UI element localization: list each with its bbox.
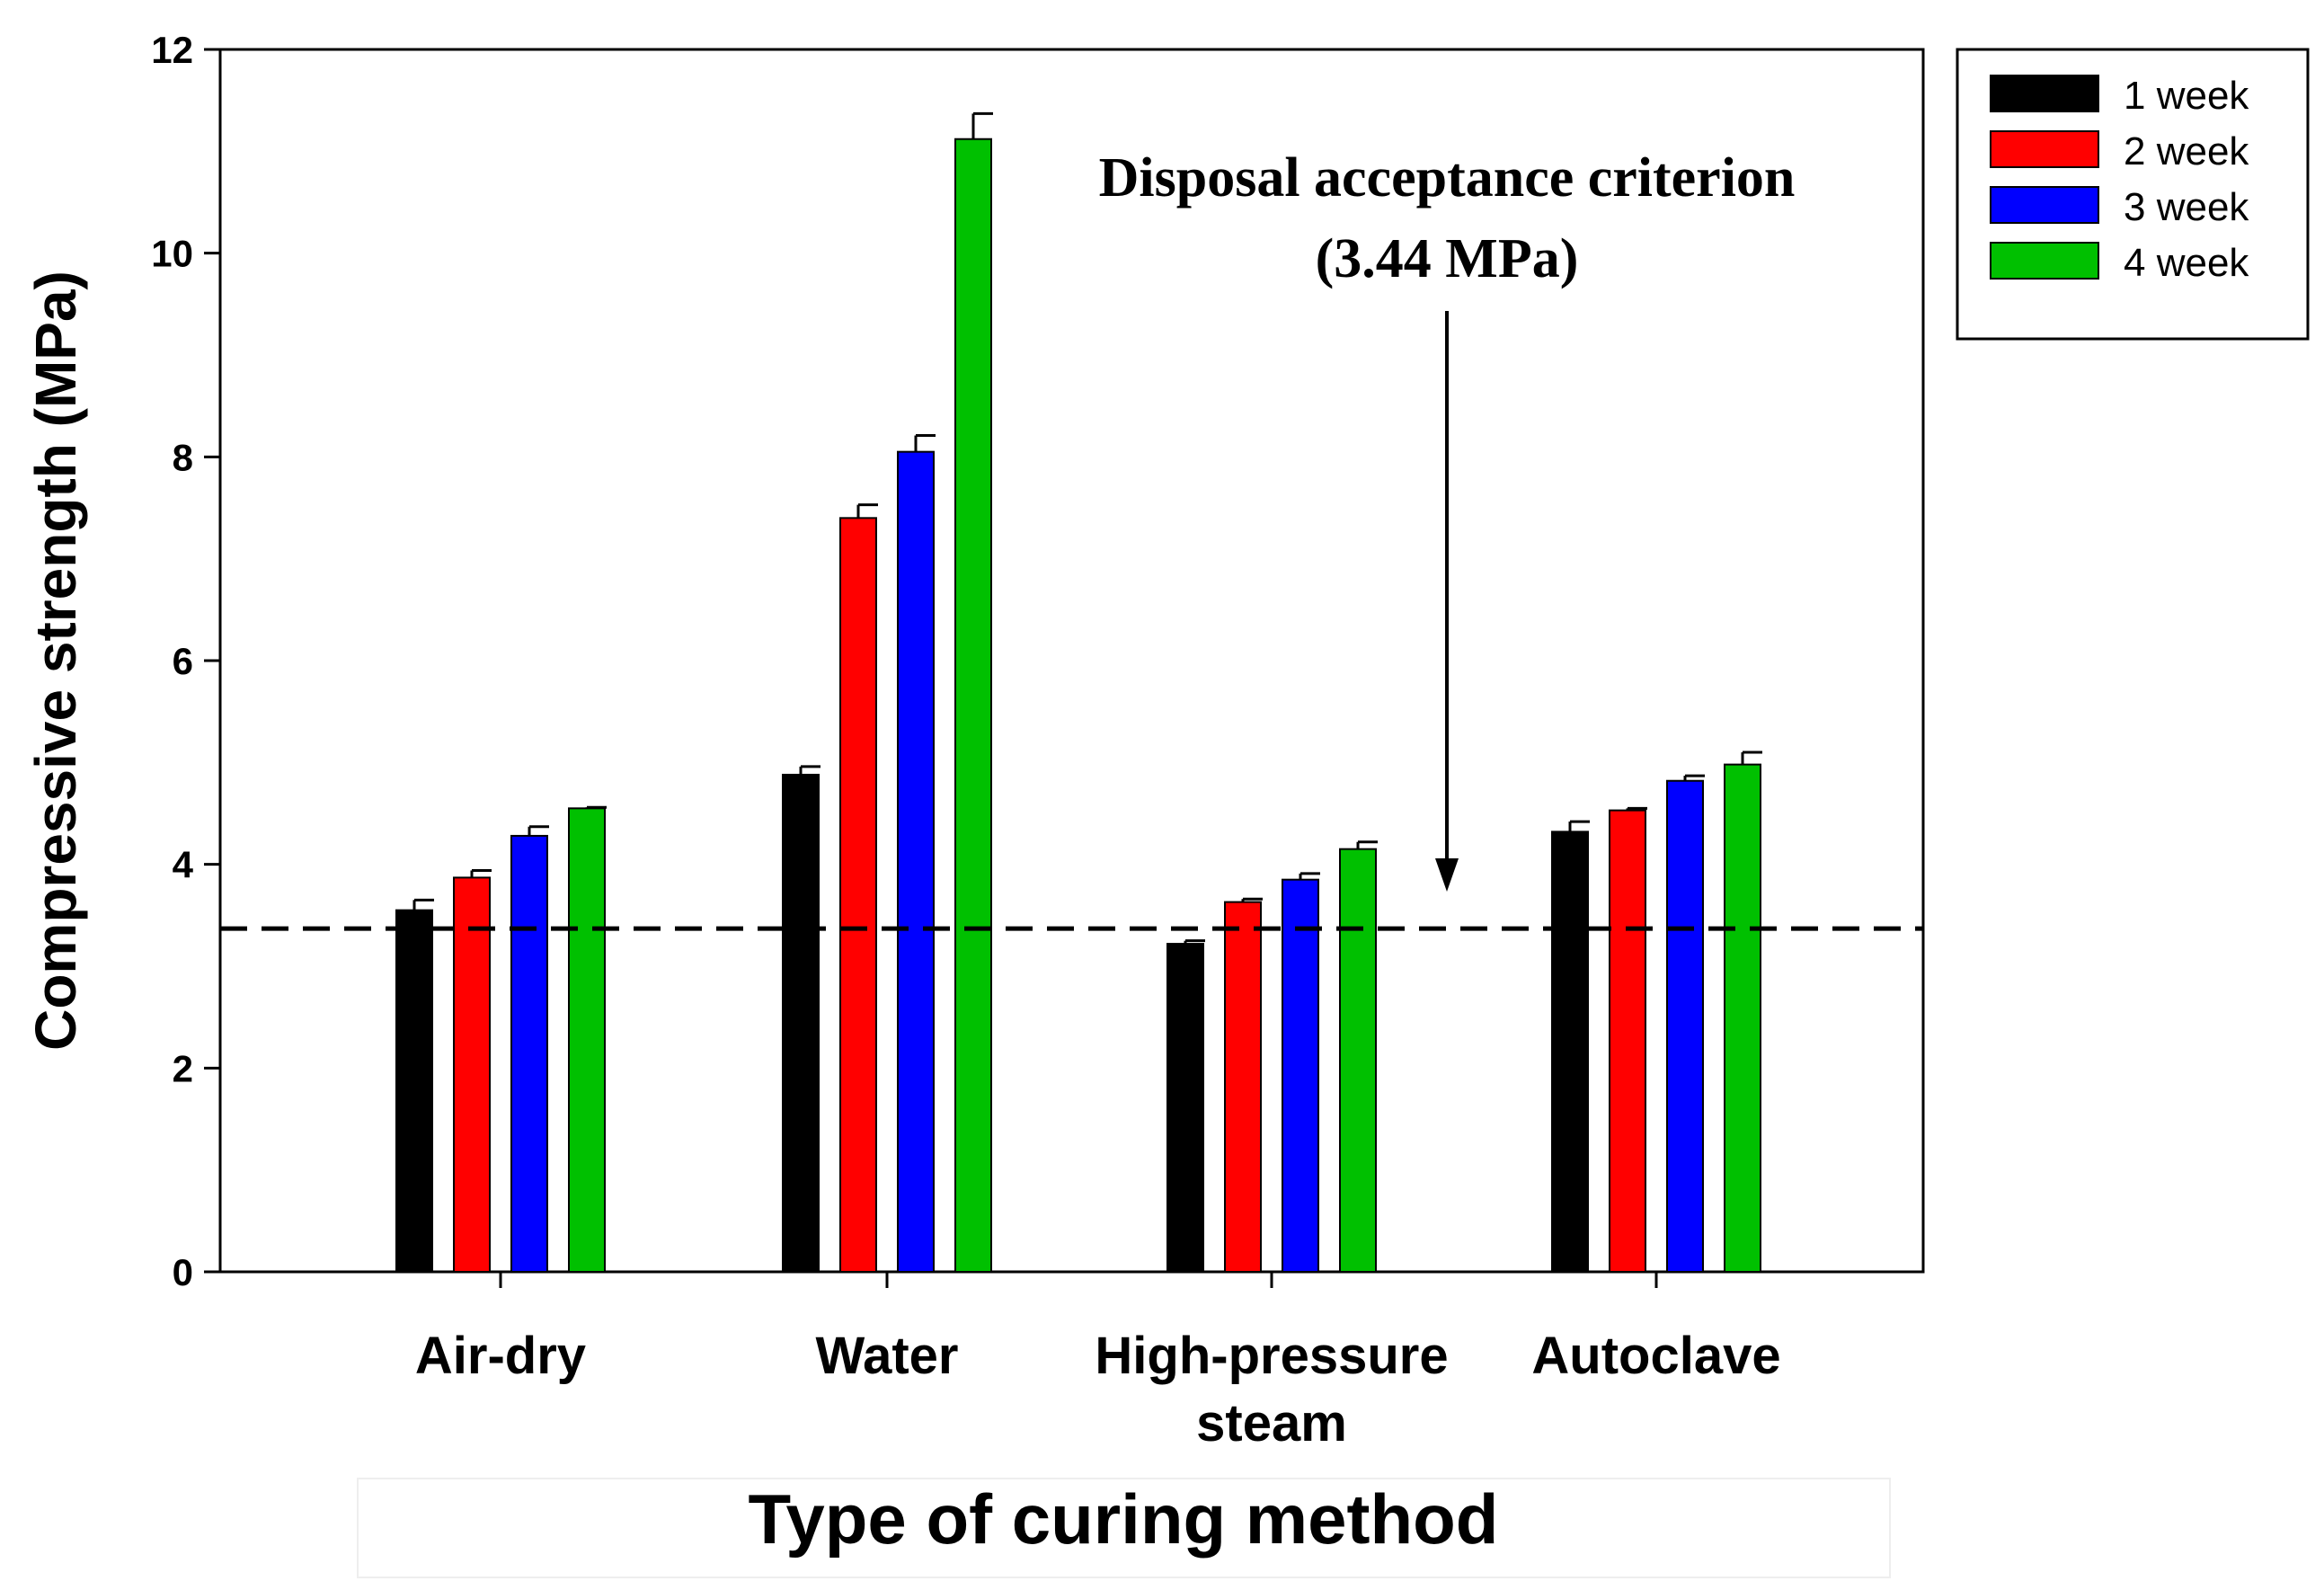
legend-label: 3 week [2124,185,2249,229]
x-axis: Air-dry Water High-pressure steam Autoclave [415,1272,1781,1452]
x-tick-label: Air-dry [415,1327,586,1385]
y-tick-label: 6 [173,640,193,682]
bars-layer [395,111,1762,1274]
x-tick-label: Water [816,1327,959,1385]
bar-3-week [1282,878,1319,1274]
legend-swatch [1990,186,2099,224]
y-axis: 0 2 4 6 8 10 12 [151,29,220,1293]
y-tick-label: 4 [173,844,194,886]
bar-2-week [839,517,877,1273]
x-tick-label: steam [1196,1394,1347,1452]
bar-2-week [453,876,491,1274]
bar-3-week [510,834,548,1274]
bar-1-week [1166,943,1204,1273]
y-tick-label: 8 [173,436,193,478]
annotation-line2: (3.44 MPa) [1316,228,1579,289]
bar-4-week [568,807,606,1273]
x-axis-title: Type of curing method [749,1479,1499,1559]
y-tick-label: 12 [151,29,193,71]
legend-swatch [1990,242,2099,280]
bar-1-week [395,909,433,1274]
y-axis-title: Compressive strength (MPa) [23,271,88,1051]
bar-3-week [897,450,935,1273]
bar-4-week [954,138,992,1274]
annotation-arrow-head [1435,858,1459,892]
legend-label: 2 week [2124,129,2249,173]
y-tick-label: 2 [173,1047,193,1089]
bar-2-week [1609,809,1646,1273]
legend-swatch [1990,130,2099,168]
x-tick-label: Autoclave [1531,1327,1780,1385]
bar-1-week [782,773,820,1273]
bar-3-week [1666,779,1704,1273]
bar-4-week [1724,763,1761,1273]
y-tick-label: 10 [151,233,193,275]
y-tick-label: 0 [173,1251,193,1293]
legend: 1 week 2 week 3 week 4 week [1956,48,2310,341]
bar-2-week [1224,901,1262,1273]
bar-1-week [1551,830,1589,1274]
legend-label: 4 week [2124,241,2249,285]
legend-swatch [1990,75,2099,112]
legend-label: 1 week [2124,74,2249,118]
x-tick-label: High-pressure [1095,1327,1448,1385]
annotation-line1: Disposal acceptance criterion [1099,147,1796,209]
xlabel-panel [357,1478,1891,1578]
bar-4-week [1339,848,1377,1274]
